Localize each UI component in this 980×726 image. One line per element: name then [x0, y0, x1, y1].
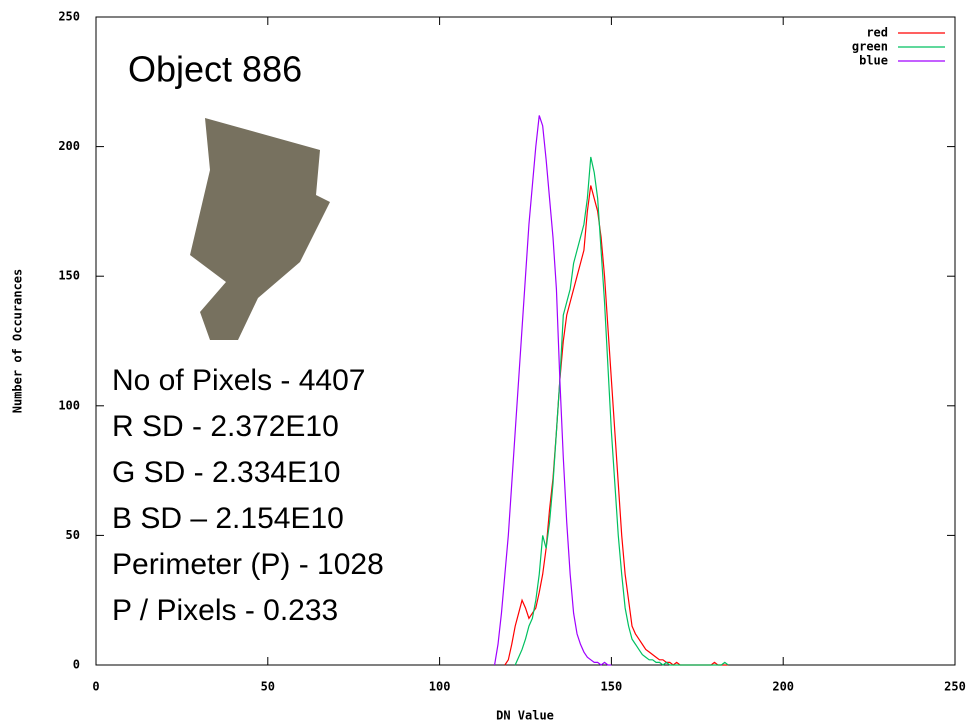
- object-stat: B SD – 2.154E10: [112, 502, 344, 535]
- x-tick-label: 100: [429, 680, 451, 694]
- x-tick-label: 250: [944, 680, 966, 694]
- y-tick-label: 50: [66, 528, 80, 542]
- legend-label: red: [866, 26, 888, 40]
- series-line: [504, 185, 729, 666]
- x-axis-label: DN Value: [496, 709, 554, 723]
- object-stat: R SD - 2.372E10: [112, 410, 339, 443]
- x-tick-label: 200: [772, 680, 794, 694]
- object-stat: P / Pixels - 0.233: [112, 594, 338, 627]
- object-stat: Perimeter (P) - 1028: [112, 548, 384, 581]
- object-stat: G SD - 2.334E10: [112, 456, 340, 489]
- y-tick-label: 0: [73, 658, 80, 672]
- series-line: [493, 115, 612, 666]
- x-tick-label: 50: [261, 680, 275, 694]
- y-axis-label: Number of Occurances: [11, 269, 25, 414]
- object-image: [190, 118, 330, 340]
- y-tick-label: 100: [58, 398, 80, 412]
- x-tick-label: 0: [92, 680, 99, 694]
- y-tick-label: 200: [58, 139, 80, 153]
- series-line: [514, 156, 729, 666]
- legend-label: green: [852, 40, 888, 54]
- y-tick-label: 250: [58, 10, 80, 24]
- legend-label: blue: [859, 54, 888, 68]
- x-tick-label: 150: [601, 680, 623, 694]
- object-title: Object 886: [128, 49, 302, 90]
- plot-border: [95, 16, 956, 666]
- object-stat: No of Pixels - 4407: [112, 364, 365, 397]
- y-tick-label: 150: [58, 269, 80, 283]
